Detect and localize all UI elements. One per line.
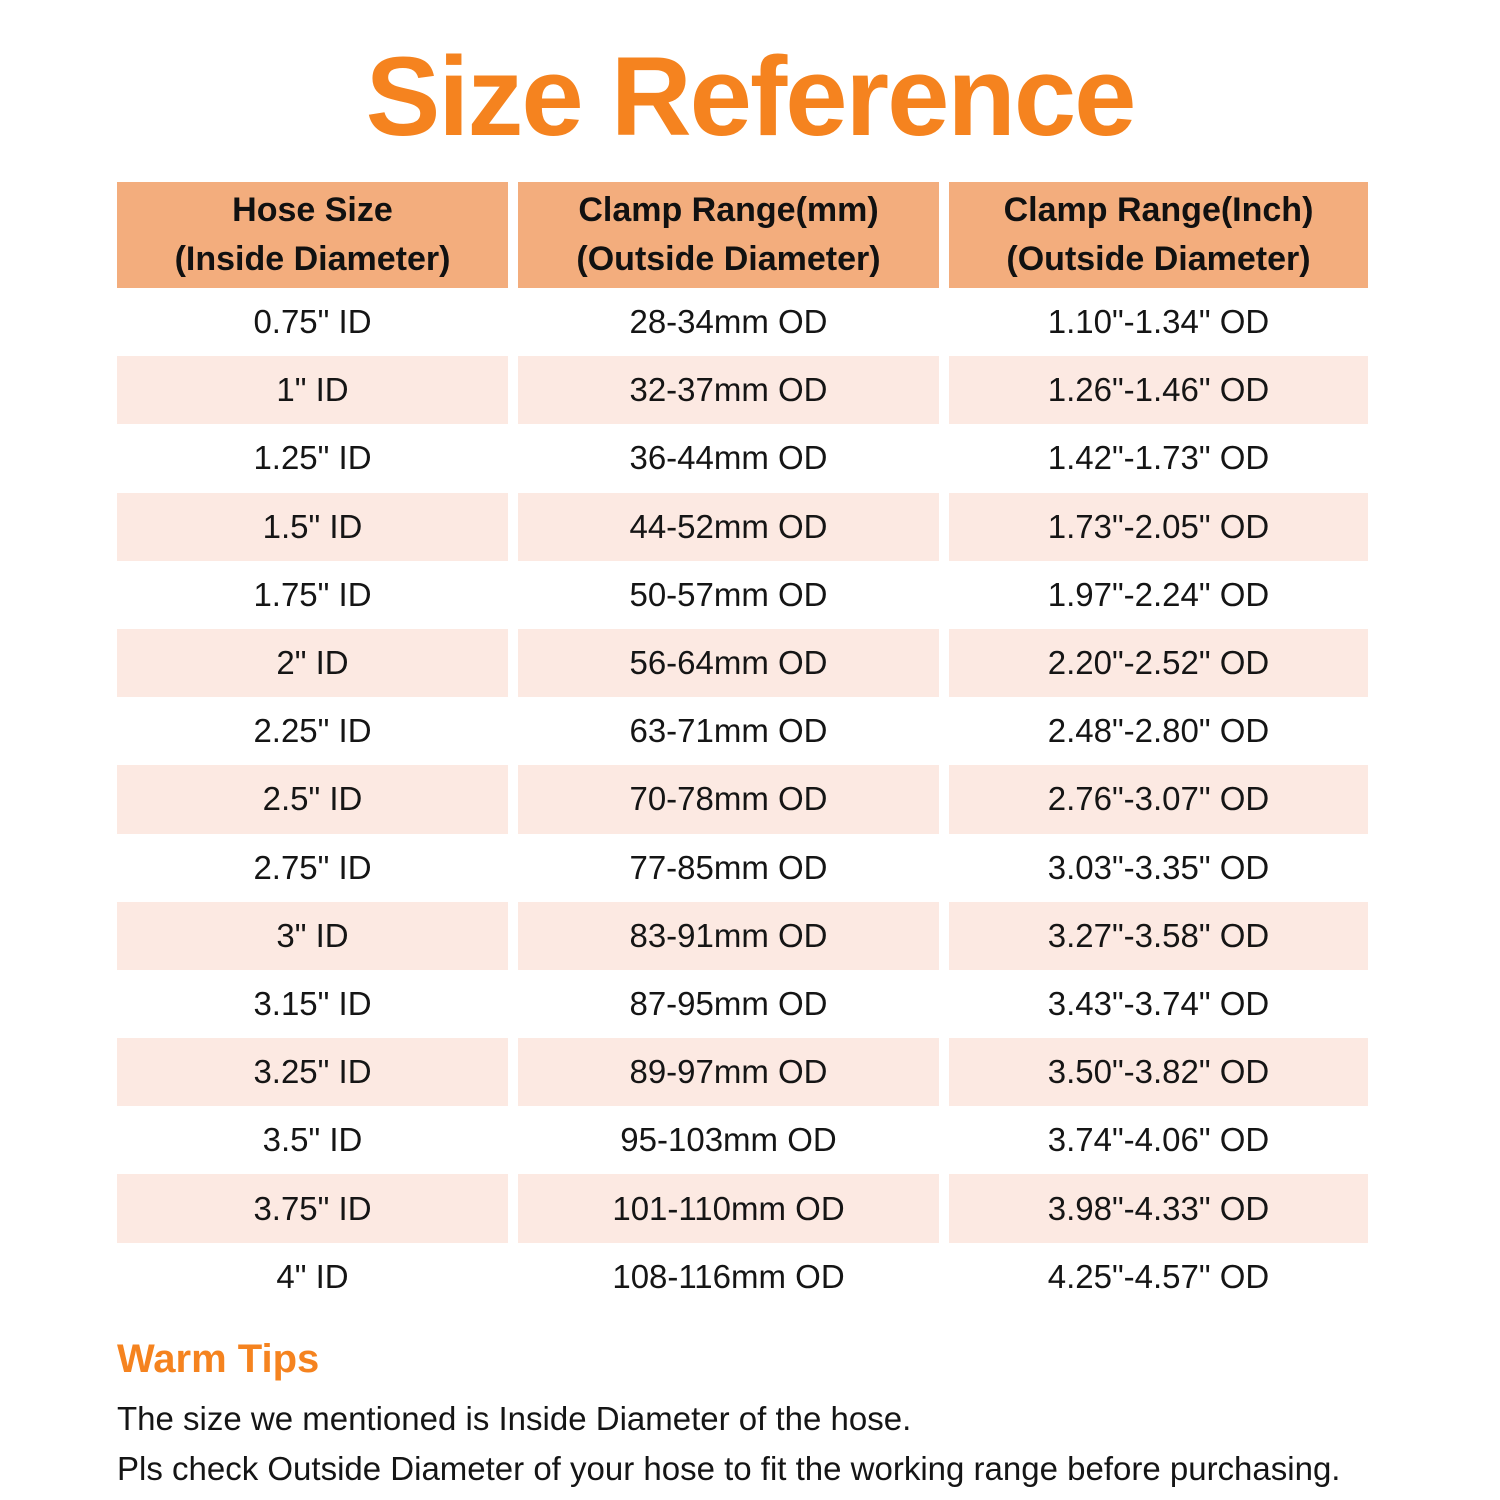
table-cell: 3.75" ID	[117, 1174, 508, 1243]
table-cell: 2" ID	[117, 628, 508, 698]
table-cell: 50-57mm OD	[629, 575, 828, 613]
warm-tips-heading: Warm Tips	[117, 1337, 320, 1381]
table-cell: 70-78mm OD	[518, 765, 939, 834]
table-cell: 1.10"-1.34" OD	[1047, 303, 1270, 341]
table-cell: 3.5" ID	[262, 1121, 363, 1159]
table-cell: 36-44mm OD	[629, 439, 828, 477]
table-cell: 2.25" ID	[253, 712, 372, 750]
table-cell: 2.20"-2.52" OD	[949, 628, 1368, 698]
table-cell: 108-116mm OD	[612, 1257, 845, 1295]
table-cell: 3.25" ID	[117, 1038, 508, 1107]
page-title: Size Reference	[365, 34, 1137, 159]
table-cell: 32-37mm OD	[518, 356, 939, 425]
table-cell: 87-95mm OD	[629, 984, 828, 1022]
table-cell: 1.75" ID	[253, 575, 372, 613]
table-cell: 0.75" ID	[253, 303, 372, 341]
table-cell: 3.15" ID	[253, 984, 372, 1022]
table-cell: 4" ID	[276, 1257, 349, 1295]
table-cell: 1.73"-2.05" OD	[949, 492, 1368, 561]
table-cell: 1.26"-1.46" OD	[949, 356, 1368, 425]
table-cell: 3.98"-4.33" OD	[949, 1174, 1368, 1243]
table-cell: 4.25"-4.57" OD	[1047, 1257, 1270, 1295]
header-clamp-range-inch: Clamp Range(Inch) (Outside Diameter)	[949, 182, 1368, 288]
table-cell: 89-97mm OD	[518, 1038, 939, 1107]
table-cell: 1" ID	[117, 356, 508, 425]
table-cell: 101-110mm OD	[518, 1174, 939, 1243]
table-cell: 44-52mm OD	[518, 492, 939, 561]
table-cell: 63-71mm OD	[629, 712, 828, 750]
warm-tips-line-2: Pls check Outside Diameter of your hose …	[117, 1449, 1341, 1487]
table-cell: 3.03"-3.35" OD	[1047, 848, 1270, 886]
table-cell: 2.75" ID	[253, 848, 372, 886]
size-reference-table: Hose Size (Inside Diameter) Clamp Range(…	[117, 182, 1368, 1311]
table-cell: 83-91mm OD	[518, 901, 939, 970]
table-cell: 95-103mm OD	[620, 1121, 837, 1159]
table-cell: 3.50"-3.82" OD	[949, 1038, 1368, 1107]
table-cell: 3.27"-3.58" OD	[949, 901, 1368, 970]
table-cell: 56-64mm OD	[518, 628, 939, 698]
table-cell: 77-85mm OD	[629, 848, 828, 886]
table-cell: 2.48"-2.80" OD	[1047, 712, 1270, 750]
table-cell: 2.76"-3.07" OD	[949, 765, 1368, 834]
table-cell: 1.25" ID	[253, 439, 372, 477]
table-cell: 28-34mm OD	[629, 303, 828, 341]
warm-tips-line-1: The size we mentioned is Inside Diameter…	[117, 1400, 912, 1437]
table-cell: 3.74"-4.06" OD	[1047, 1121, 1270, 1159]
table-cell: 1.97"-2.24" OD	[1047, 575, 1270, 613]
table-cell: 1.5" ID	[117, 492, 508, 561]
header-clamp-range-mm: Clamp Range(mm) (Outside Diameter)	[518, 182, 939, 288]
header-hose-size: Hose Size (Inside Diameter)	[117, 182, 508, 288]
table-cell: 1.42"-1.73" OD	[1047, 439, 1270, 477]
table-cell: 3" ID	[117, 901, 508, 970]
table-cell: 2.5" ID	[117, 765, 508, 834]
table-cell: 3.43"-3.74" OD	[1047, 984, 1270, 1022]
warm-tips-section: Warm Tips The size we mentioned is Insid…	[117, 1336, 1417, 1500]
